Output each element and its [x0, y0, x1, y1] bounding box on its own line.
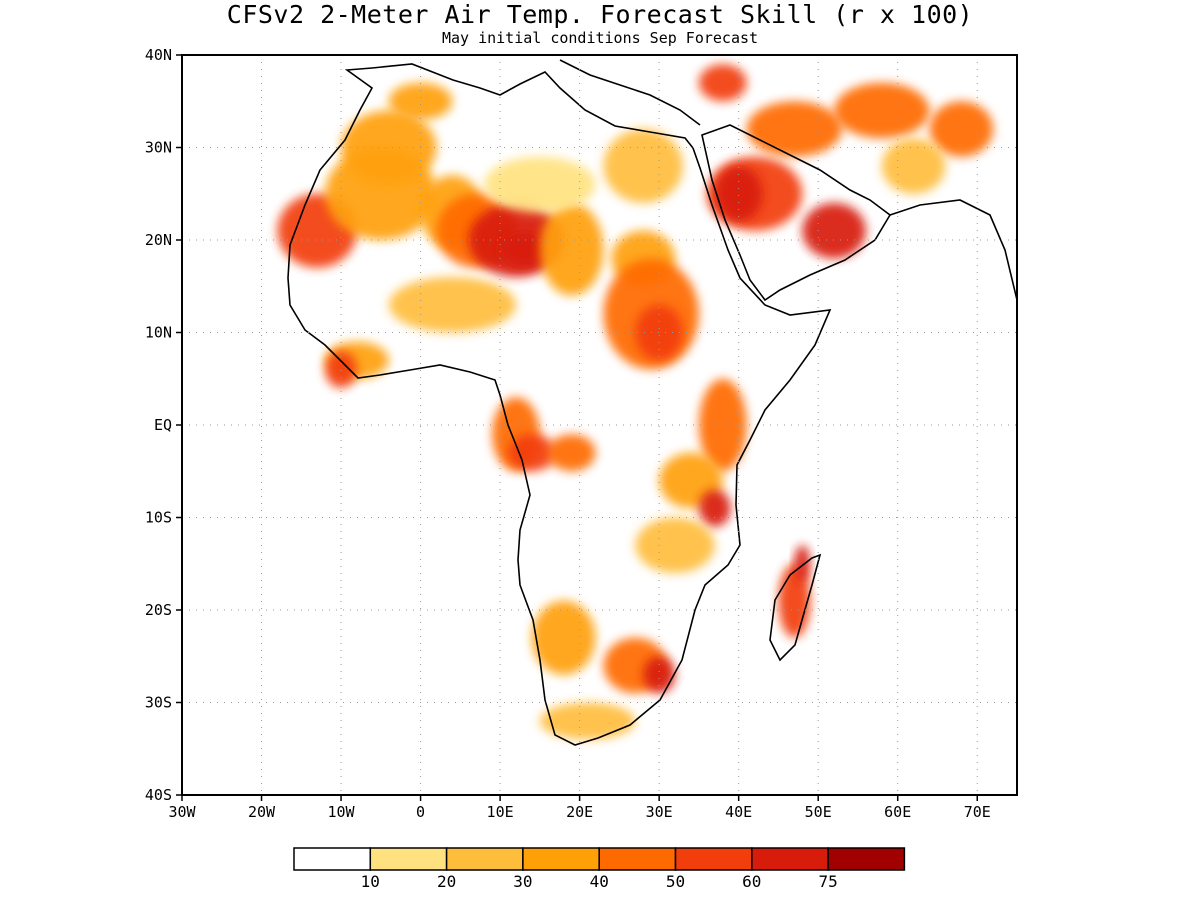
lon-label: 20W	[248, 803, 276, 821]
skill-blob	[881, 138, 946, 194]
map-subtitle: May initial conditions Sep Forecast	[441, 29, 759, 47]
colorbar: 10 20 30 40 50 60 75	[293, 847, 906, 891]
skill-blob	[698, 489, 731, 527]
skill-blob	[746, 101, 843, 157]
colorbar-swatch	[674, 847, 753, 871]
skill-blob	[341, 110, 437, 185]
lat-label: 40N	[145, 46, 172, 64]
skill-blob	[643, 656, 676, 694]
skill-blob	[802, 203, 866, 259]
lon-label: 40E	[725, 803, 752, 821]
lat-label: 30S	[145, 694, 172, 712]
lon-label: 10W	[328, 803, 356, 821]
skill-blob	[539, 702, 636, 740]
skill-blob	[698, 64, 747, 102]
colorbar-label: 60	[742, 872, 761, 891]
colorbar-label: 20	[437, 872, 456, 891]
africa-coastline	[287, 63, 832, 746]
colorbar-label: 75	[818, 872, 837, 891]
skill-blob	[325, 351, 357, 388]
skill-blob	[484, 156, 596, 213]
lon-label: 30W	[168, 803, 196, 821]
skill-blob	[603, 129, 683, 203]
arabia-coastline	[701, 124, 892, 302]
longitude-labels: 30W 20W 10W 0 10E 20E 30E 40E 50E 60E 70E	[168, 795, 991, 821]
skill-shading	[277, 64, 994, 740]
latitude-labels: 40N 30N 20N 10N EQ 10S 20S 30S 40S	[145, 46, 182, 804]
colorbar-swatch	[522, 847, 600, 871]
skill-blob	[500, 230, 548, 268]
lat-label: EQ	[154, 416, 172, 434]
lon-label: 70E	[964, 803, 991, 821]
colorbar-swatch	[827, 847, 906, 871]
lat-label: 40S	[145, 786, 172, 804]
skill-blob	[929, 101, 994, 157]
graticule	[182, 55, 1017, 795]
lon-label: 0	[416, 803, 425, 821]
skill-blob	[508, 434, 556, 472]
lat-label: 20S	[145, 601, 172, 619]
lon-label: 10E	[487, 803, 514, 821]
madagascar-coastline	[769, 553, 822, 662]
skill-blob	[698, 378, 747, 472]
colorbar-swatch	[293, 847, 372, 871]
colorbar-swatch	[751, 847, 829, 871]
lon-label: 60E	[884, 803, 911, 821]
colorbar-label: 30	[513, 872, 532, 891]
skill-blob	[635, 517, 715, 573]
skill-blob	[794, 545, 811, 583]
lon-label: 30E	[646, 803, 673, 821]
colorbar-label: 50	[666, 872, 685, 891]
lat-label: 10S	[145, 509, 172, 527]
lat-label: 20N	[145, 231, 172, 249]
lon-label: 20E	[566, 803, 593, 821]
skill-blob	[635, 304, 684, 361]
colorbar-swatch	[369, 847, 448, 871]
skill-blob	[388, 82, 453, 120]
mediterranean-north-coast	[559, 59, 701, 126]
skill-blob	[834, 82, 930, 139]
skill-blob	[531, 600, 596, 675]
asia-coastline	[889, 199, 1017, 301]
lat-label: 30N	[145, 139, 172, 157]
skill-blob	[388, 277, 516, 333]
colorbar-label: 40	[590, 872, 609, 891]
skill-blob	[714, 166, 763, 222]
skill-blob	[547, 434, 596, 472]
colorbar-swatch	[445, 847, 524, 871]
skill-blob	[539, 203, 604, 296]
lon-label: 50E	[805, 803, 832, 821]
map-title: CFSv2 2-Meter Air Temp. Forecast Skill (…	[226, 0, 974, 29]
colorbar-label: 10	[361, 872, 380, 891]
lat-label: 10N	[145, 324, 172, 342]
coastlines	[287, 59, 1017, 746]
colorbar-swatch	[598, 847, 677, 871]
